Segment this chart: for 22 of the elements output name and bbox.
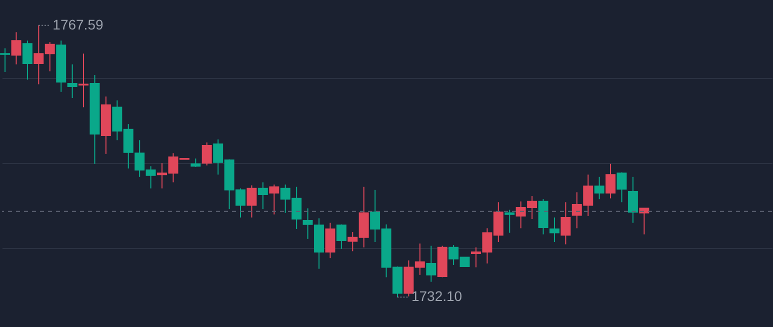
candlestick xyxy=(258,182,268,210)
candlestick xyxy=(594,176,604,200)
candlestick xyxy=(11,32,22,65)
annotation: 1732.10 xyxy=(411,288,462,304)
candlestick xyxy=(560,202,571,245)
candlestick xyxy=(336,224,346,250)
candlestick xyxy=(616,172,627,203)
candlestick xyxy=(78,53,89,108)
candlestick xyxy=(606,163,616,199)
candlestick xyxy=(639,208,650,235)
candlestick xyxy=(246,184,257,218)
candlestick xyxy=(628,176,638,224)
candlestick xyxy=(0,48,10,72)
candlestick xyxy=(426,245,436,282)
candlestick xyxy=(22,40,32,80)
candlestick xyxy=(67,64,78,99)
annotation: 1767.59 xyxy=(52,16,104,32)
candlestick xyxy=(549,216,560,242)
candlestick xyxy=(269,184,280,215)
candlestick xyxy=(325,222,336,259)
candlestick xyxy=(504,209,515,234)
candlestick xyxy=(202,142,212,166)
